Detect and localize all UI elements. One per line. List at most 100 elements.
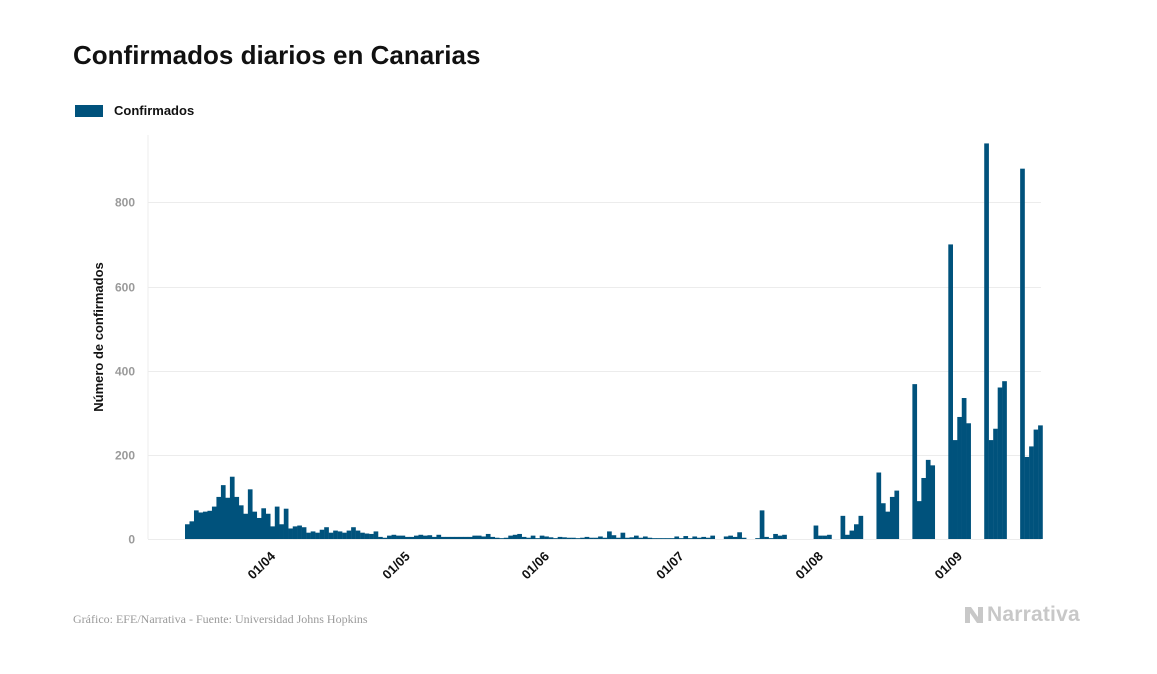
bar [211,506,217,539]
bar [768,538,774,539]
y-tick-label: 400 [115,365,135,379]
bar [1029,446,1034,539]
bar [512,534,518,539]
bar [737,532,742,539]
bar [966,423,971,539]
bar [422,535,428,539]
bar [876,472,882,539]
bar [364,533,370,539]
bar [818,535,823,539]
bar [454,536,460,539]
y-tick-label: 800 [115,196,135,210]
bar [544,536,549,539]
source-credit: Gráfico: EFE/Narrativa - Fuente: Univers… [73,612,368,626]
x-tick-label: 01/09 [932,549,966,583]
bar [476,535,482,539]
bar [1024,456,1030,539]
bar [373,531,379,539]
y-tick-label: 0 [128,533,135,547]
bar [728,535,733,539]
bar [405,536,410,539]
bar [431,536,437,539]
bar [948,244,953,540]
bar [530,535,536,539]
bar [710,535,716,539]
bar [665,538,671,539]
bar [225,497,231,539]
bar [270,526,275,540]
bar [400,535,406,539]
x-tick-label: 01/08 [792,549,826,583]
bar [607,531,612,539]
bar [984,143,989,540]
legend-swatch [75,104,103,117]
bar [436,534,442,539]
bar [283,508,289,539]
bar [481,536,487,539]
bar [629,537,635,539]
bar [557,536,563,539]
x-tick-label: 01/05 [379,549,413,583]
bar [261,508,267,539]
legend-label: Confirmados [114,103,195,118]
bar [427,535,433,539]
bar [409,536,415,539]
bar [584,536,590,539]
bar [683,536,689,539]
bar [458,536,464,539]
bar [193,510,199,539]
x-tick-label: 01/04 [245,548,279,582]
bar [517,533,522,539]
bar [957,416,962,539]
bar [553,538,558,539]
bar [256,517,262,539]
y-axis-title: Número de confirmados [91,262,106,412]
bar [418,534,424,539]
bar [252,511,258,539]
bar [499,538,504,539]
bar [660,538,666,539]
bar [247,489,253,539]
bar [382,537,388,539]
bar [656,538,662,539]
bar [849,530,855,539]
bar [324,527,329,539]
bar [889,496,895,539]
bar [387,535,392,539]
bar [238,505,244,539]
bar [189,521,195,540]
x-tick-label: 01/07 [653,549,687,583]
bar [391,534,397,539]
bar [265,513,271,539]
bar [741,537,747,539]
bar [692,536,698,539]
bar [620,532,626,539]
bar [449,536,455,539]
bar [463,536,469,539]
bar [580,537,585,539]
bar [858,515,864,539]
bar [961,398,967,539]
bar [705,537,711,539]
bar [589,537,594,539]
bar [333,530,338,539]
y-tick-label: 600 [115,281,135,295]
bar [467,536,473,539]
bar [472,535,478,539]
bar [337,531,343,539]
bar [575,538,581,539]
bar [701,536,707,539]
bar [440,536,446,539]
bar [854,524,859,539]
bar [669,538,675,539]
bar [351,527,356,539]
bar [674,536,680,539]
bar [413,535,419,539]
bar [288,528,293,539]
bar [490,536,496,539]
bar [759,510,765,539]
bar [1002,381,1007,539]
bar [602,537,608,539]
bar [216,496,222,539]
bar [773,533,778,539]
